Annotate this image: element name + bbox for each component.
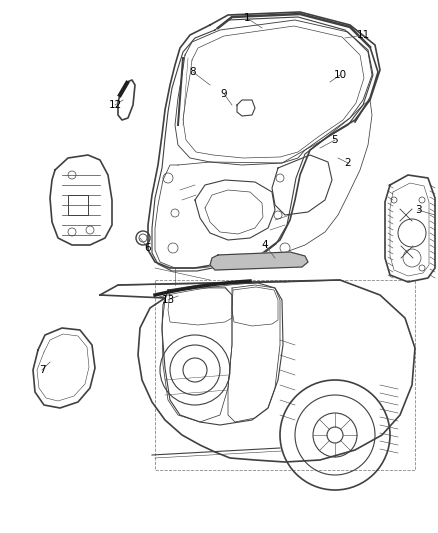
Text: 13: 13 <box>161 295 175 305</box>
Text: 4: 4 <box>261 240 268 250</box>
Text: 9: 9 <box>221 89 227 99</box>
Text: 5: 5 <box>332 135 338 145</box>
Text: 1: 1 <box>244 13 250 23</box>
Text: 12: 12 <box>108 100 122 110</box>
Text: 2: 2 <box>345 158 351 168</box>
Polygon shape <box>210 252 308 270</box>
Text: 8: 8 <box>190 67 196 77</box>
Text: 6: 6 <box>145 243 151 253</box>
Text: 7: 7 <box>39 365 45 375</box>
Text: 3: 3 <box>415 205 421 215</box>
Text: 10: 10 <box>333 70 346 80</box>
Text: 11: 11 <box>357 30 370 40</box>
